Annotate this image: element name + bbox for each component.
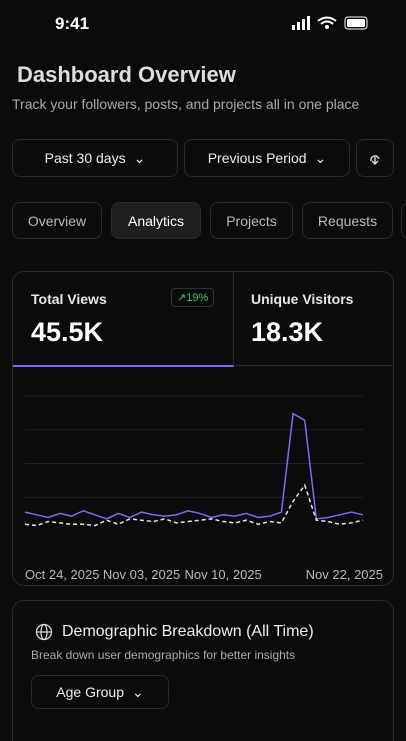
tab[interactable]: Analytics [111, 202, 201, 239]
page-title: Dashboard Overview [17, 62, 236, 87]
metric-value: 45.5K [31, 317, 104, 347]
status-icons [292, 16, 368, 30]
analytics-card: Total Views 45.5K ↗19% Unique Visitors 1… [12, 271, 394, 586]
x-tick-label: Nov 22, 2025 [306, 567, 383, 582]
metric-value: 18.3K [251, 317, 324, 347]
label: Past 30 days [44, 150, 126, 166]
tab[interactable]: Requests [302, 202, 393, 239]
label: Age Group [56, 684, 124, 700]
change: 19% [186, 292, 209, 304]
x-tick-label: Nov 03, 2025 [103, 567, 180, 582]
line-series [24, 412, 364, 520]
section-subtitle: Break down user demographics for better … [31, 648, 296, 662]
download-button[interactable] [356, 139, 394, 177]
page-subtitle: Track your followers, posts, and project… [12, 96, 360, 112]
time: 9:41 [55, 14, 90, 33]
change-badge: ↗19% [171, 288, 215, 307]
metric-tab[interactable]: Total Views 45.5K ↗19% [13, 272, 234, 367]
age-group-select[interactable]: Age Group ⌄ [31, 675, 169, 709]
tab[interactable]: Overview [12, 202, 102, 239]
section-title: Demographic Breakdown (All Time) [62, 623, 314, 640]
metric-label: Unique Visitors [251, 291, 354, 307]
tab[interactable] [401, 202, 406, 239]
label: Previous Period [207, 150, 307, 166]
x-tick-label: Oct 24, 2025 [25, 567, 99, 582]
globe-icon [35, 623, 53, 641]
line-series [24, 483, 364, 527]
line-chart: Oct 24, 2025 Nov 03, 2025 Nov 10, 2025 Nov … [24, 395, 383, 582]
compare-select[interactable]: Previous Period ⌄ [184, 139, 350, 177]
x-tick-label: Nov 10, 2025 [184, 567, 261, 582]
range-select[interactable]: Past 30 days ⌄ [12, 139, 178, 177]
tab[interactable]: Projects [210, 202, 293, 239]
metric-label: Total Views [31, 291, 107, 307]
demographics-card: Demographic Breakdown (All Time) Break d… [12, 600, 394, 741]
metric-tab[interactable]: Unique Visitors 18.3K [233, 272, 393, 366]
